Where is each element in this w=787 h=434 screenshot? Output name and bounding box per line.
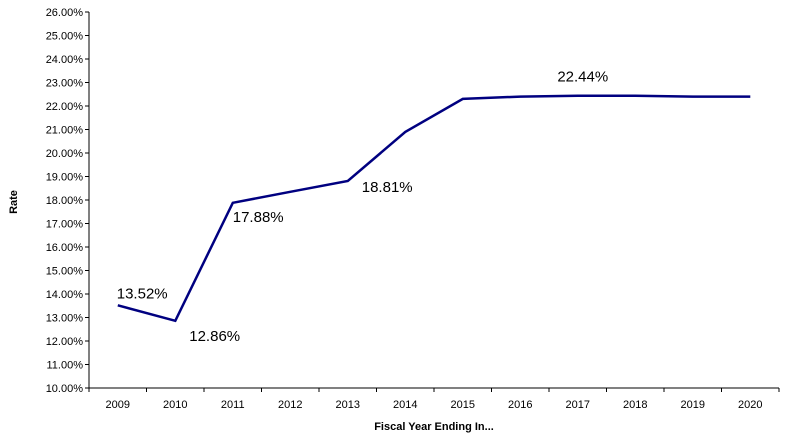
data-label: 13.52% [117,285,168,302]
y-axis-title: Rate [8,190,20,214]
y-tick-label: 18.00% [46,195,84,207]
x-tick-label: 2010 [163,399,187,411]
y-axis-ticks: 10.00% 11.00% 12.00% 13.00% 14.00% 15.00% 16.0… [46,7,89,395]
y-tick-label: 22.00% [46,101,84,113]
y-tick-label: 20.00% [46,148,84,160]
y-tick-label: 21.00% [46,125,84,137]
x-tick-label: 2011 [221,399,245,411]
x-tick-label: 2019 [681,399,705,411]
series-line-rate [117,94,751,323]
y-tick-label: 17.00% [46,219,84,231]
x-tick-label: 2017 [566,399,590,411]
y-tick-label: 15.00% [46,266,84,278]
y-tick-label: 11.00% [47,360,84,372]
x-tick-label: 2018 [623,399,647,411]
x-tick-label: 2015 [451,399,475,411]
y-tick-label: 23.00% [46,78,84,90]
x-tick-label: 2013 [336,399,360,411]
y-tick-label: 16.00% [46,242,84,254]
y-tick-label: 10.00% [46,383,84,395]
data-label: 18.81% [362,179,413,196]
data-label: 17.88% [233,209,284,226]
data-label: 22.44% [557,69,608,86]
y-tick-label: 26.00% [46,7,84,19]
y-tick-label: 25.00% [46,31,84,43]
y-tick-label: 14.00% [46,289,84,301]
y-tick-label: 13.00% [46,313,84,325]
y-tick-label: 19.00% [46,172,84,184]
x-tick-label: 2012 [278,399,302,411]
y-tick-label: 12.00% [46,336,84,348]
x-axis-ticks: 2009 2010 2011 2012 2013 2014 2015 2016 2017 2018… [88,388,780,411]
data-labels: 13.52% 12.86% 17.88% 18.81% 22.44% [117,69,608,345]
x-tick-label: 2009 [106,399,130,411]
data-label: 12.86% [189,328,240,345]
x-tick-label: 2016 [508,399,532,411]
x-tick-label: 2014 [393,399,417,411]
x-axis-title: Fiscal Year Ending In... [374,421,494,433]
y-tick-label: 24.00% [46,54,84,66]
x-tick-label: 2020 [738,399,762,411]
